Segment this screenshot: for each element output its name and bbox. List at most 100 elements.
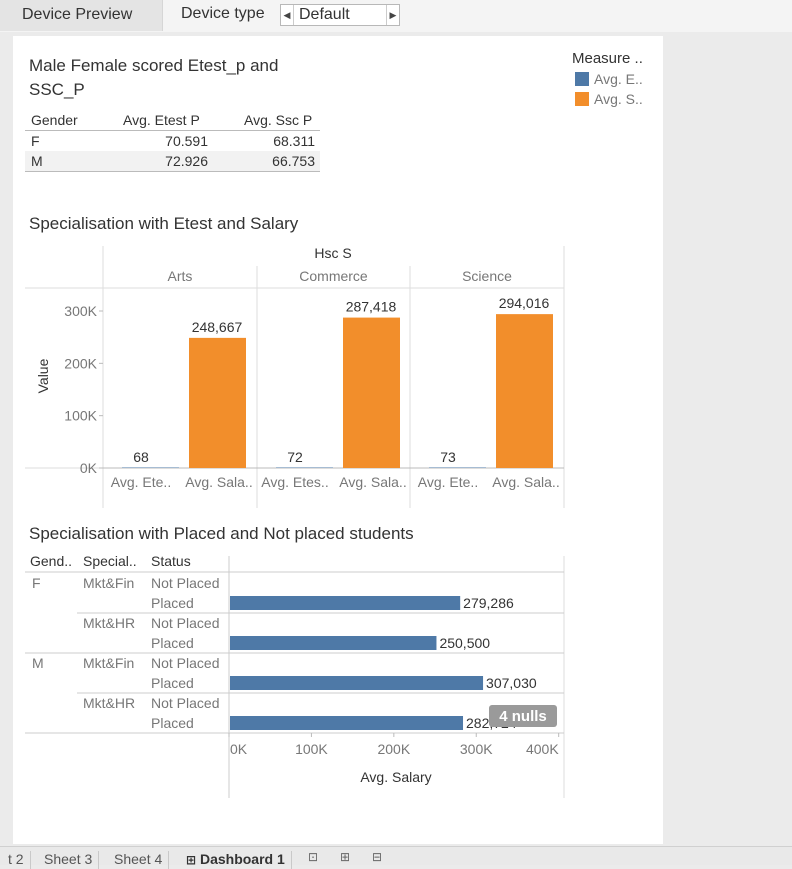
chevron-left-icon[interactable]: ◀	[281, 5, 294, 25]
chart2-status-label: Placed	[151, 715, 194, 731]
chart2-gender-label: M	[32, 655, 44, 671]
chart2-bar[interactable]	[230, 596, 461, 610]
chart1-data-label: 68	[133, 449, 149, 465]
chart2-status-label: Not Placed	[151, 615, 219, 631]
chart2-xtick-label: 300K	[460, 741, 493, 757]
chart2-spec-label: Mkt&HR	[83, 615, 135, 631]
legend-title: Measure ..	[572, 50, 643, 67]
table1-header-ssc: Avg. Ssc P	[244, 112, 313, 128]
sheet-tab[interactable]: Sheet 4	[114, 851, 170, 869]
chart2-status-label: Not Placed	[151, 575, 219, 591]
chart1-bar-salary[interactable]	[343, 317, 400, 468]
table-row[interactable]: M 72.926 66.753	[25, 151, 320, 171]
table1-cell-gender: F	[31, 133, 40, 149]
sheet-tab[interactable]: Sheet 3	[44, 851, 100, 869]
chart2-status-label: Not Placed	[151, 655, 219, 671]
legend-label-salary[interactable]: Avg. S..	[594, 91, 643, 107]
table1-title-line2: SSC_P	[29, 80, 85, 99]
sheet-tab-label: Dashboard 1	[199, 851, 285, 867]
chart2-header-spec: Special..	[83, 553, 137, 569]
legend-label-etest[interactable]: Avg. E..	[594, 71, 643, 87]
chart2-data-label: 279,286	[463, 595, 514, 611]
chart1-bar-salary[interactable]	[496, 314, 553, 468]
chart2-xtick-label: 100K	[295, 741, 328, 757]
chart2-status-label: Placed	[151, 635, 194, 651]
chart2-bar-chart: Gend.. Special.. Status F Mkt&Fin Not Placed P…	[25, 553, 565, 798]
chart1-category-label: Arts	[168, 268, 193, 284]
chart2-xtick-label: 200K	[377, 741, 410, 757]
new-worksheet-icon[interactable]: ⊡	[308, 850, 319, 864]
chart1-data-label: 287,418	[346, 299, 397, 315]
chart1-bar-salary[interactable]	[189, 337, 246, 468]
chart2-spec-label: Mkt&Fin	[83, 655, 134, 671]
table1-cell-etest: 70.591	[165, 133, 208, 149]
sheet-tab-bar: t 2 Sheet 3 Sheet 4 ⊞ Dashboard 1 ⊡ ⊞ ⊟	[0, 846, 792, 869]
chart2-xlabel: Avg. Salary	[360, 769, 431, 785]
chart2-spec-label: Mkt&HR	[83, 695, 135, 711]
chart1-measure-label: Avg. Sala..	[339, 474, 406, 490]
chart1-measure-label: Avg. Ete..	[418, 474, 478, 490]
chart2-status-label: Placed	[151, 595, 194, 611]
chart1-category-label: Commerce	[299, 268, 368, 284]
chart2-bar[interactable]	[230, 716, 464, 730]
chart1-measure-label: Avg. Etes..	[261, 474, 328, 490]
chart2-header-gender: Gend..	[30, 553, 72, 569]
table1-header-etest: Avg. Etest P	[123, 112, 200, 128]
device-type-select[interactable]: ◀ Default ▶	[280, 4, 400, 26]
chart1-bar-etest[interactable]	[429, 467, 486, 469]
new-dashboard-icon[interactable]: ⊞	[340, 850, 351, 864]
table1-bottom-divider	[25, 171, 320, 172]
chart2-gender-label: F	[32, 575, 41, 591]
table1-cell-ssc: 68.311	[273, 133, 315, 149]
dashboard-canvas: Male Female scored Etest_p and SSC_P Gen…	[13, 36, 663, 844]
chart1-data-label: 73	[440, 449, 456, 465]
chart1-data-label: 72	[287, 449, 303, 465]
legend: Measure .. Avg. E.. Avg. S..	[571, 48, 661, 118]
sheet-tab[interactable]: t 2	[8, 851, 31, 869]
chart1-data-label: 248,667	[192, 319, 243, 335]
table1-header-gender: Gender	[31, 112, 78, 128]
chart1-measure-label: Avg. Ete..	[111, 474, 171, 490]
top-toolbar: Device Preview Device type ◀ Default ▶	[0, 0, 792, 32]
table1-cell-ssc: 66.753	[272, 153, 315, 169]
chevron-right-icon[interactable]: ▶	[386, 5, 399, 25]
nulls-badge[interactable]	[489, 705, 557, 727]
table1-title-line1: Male Female scored Etest_p and	[29, 56, 279, 75]
chart1-ytick-label: 0K	[80, 460, 98, 476]
chart2-status-label: Placed	[151, 675, 194, 691]
chart1-measure-label: Avg. Sala..	[185, 474, 252, 490]
table-row[interactable]: F 70.591 68.311	[25, 131, 320, 151]
chart2-bar[interactable]	[230, 636, 437, 650]
table1-cell-gender: M	[31, 153, 43, 169]
chart2-title: Specialisation with Placed and Not place…	[29, 524, 414, 543]
chart1-title: Specialisation with Etest and Salary	[29, 214, 299, 233]
nulls-badge-label[interactable]: 4 nulls	[499, 708, 547, 725]
table1-header-divider	[25, 130, 320, 131]
chart1-ytick-label: 200K	[64, 355, 97, 371]
legend-swatch-etest	[575, 72, 589, 86]
chart1-category-label: Science	[462, 268, 512, 284]
chart1-bar-chart: Hsc S Arts Commerce Science 0K 100K 200K 300K V…	[25, 245, 565, 508]
chart2-data-label: 250,500	[439, 635, 490, 651]
new-story-icon[interactable]: ⊟	[372, 850, 383, 864]
chart1-ytick-label: 100K	[64, 408, 97, 424]
chart2-bar[interactable]	[230, 676, 484, 690]
chart1-measure-label: Avg. Sala..	[492, 474, 559, 490]
chart2-spec-label: Mkt&Fin	[83, 575, 134, 591]
legend-swatch-salary	[575, 92, 589, 106]
device-type-value: Default	[299, 6, 350, 23]
sheet-tab-active[interactable]: ⊞ Dashboard 1	[186, 851, 292, 869]
device-type-label: Device type	[181, 5, 265, 22]
dashboard-icon: ⊞	[186, 853, 197, 867]
chart1-ylabel: Value	[35, 358, 51, 393]
chart1-bar-etest[interactable]	[276, 467, 333, 469]
chart1-data-label: 294,016	[499, 295, 550, 311]
chart2-xtick-label: 400K	[526, 741, 559, 757]
chart2-header-status: Status	[151, 553, 191, 569]
chart1-header-top: Hsc S	[314, 245, 351, 261]
chart2-status-label: Not Placed	[151, 695, 219, 711]
chart2-xtick-label: 0K	[230, 741, 248, 757]
chart1-bar-etest[interactable]	[122, 467, 179, 469]
device-preview-tab[interactable]: Device Preview	[0, 0, 163, 31]
table1: Gender Avg. Etest P Avg. Ssc P F 70.591 …	[25, 110, 320, 172]
